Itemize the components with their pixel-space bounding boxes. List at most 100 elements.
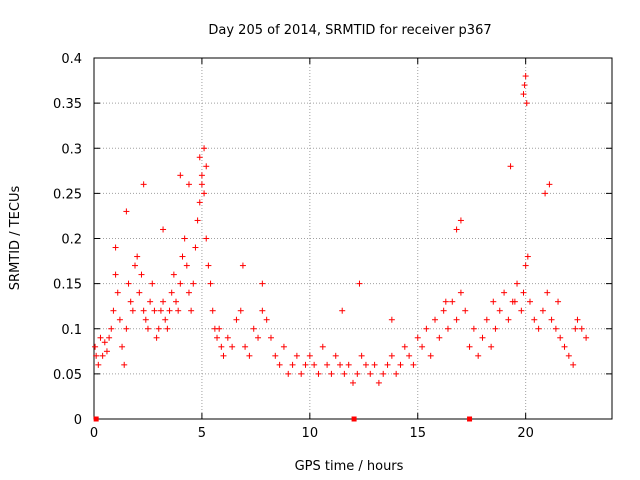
chart-title: Day 205 of 2014, SRMTID for receiver p36… [208, 23, 491, 38]
data-point [203, 235, 210, 242]
data-point [153, 334, 160, 341]
y-tick-label: 0 [74, 413, 82, 428]
y-tick-label: 0.1 [61, 323, 82, 338]
data-point [479, 334, 486, 341]
data-point [341, 370, 348, 377]
data-point [144, 325, 151, 332]
data-point [583, 334, 590, 341]
data-point [470, 325, 477, 332]
data-point [457, 289, 464, 296]
data-point [108, 325, 115, 332]
data-point [177, 172, 184, 179]
data-point [177, 280, 184, 287]
y-tick-label: 0.3 [61, 142, 82, 157]
data-point [339, 307, 346, 314]
data-point [125, 280, 132, 287]
data-point [203, 163, 210, 170]
data-point [544, 289, 551, 296]
data-point [375, 379, 382, 386]
data-point [522, 262, 529, 269]
data-point [116, 316, 123, 323]
data-point [507, 163, 514, 170]
data-point [289, 361, 296, 368]
data-point [406, 352, 413, 359]
data-point [188, 307, 195, 314]
data-point [332, 352, 339, 359]
data-point [552, 325, 559, 332]
data-point [501, 289, 508, 296]
data-point [362, 361, 369, 368]
data-point [224, 334, 231, 341]
data-point [328, 370, 335, 377]
data-point [367, 370, 374, 377]
data-point [272, 352, 279, 359]
x-tick-label: 20 [517, 426, 534, 441]
x-tick-label: 15 [409, 426, 426, 441]
data-point [101, 339, 108, 346]
data-point [259, 280, 266, 287]
data-point [92, 343, 99, 350]
data-point [209, 307, 216, 314]
data-point [462, 307, 469, 314]
x-tick-label: 10 [302, 426, 319, 441]
x-tick-label: 0 [90, 426, 98, 441]
data-point [449, 298, 456, 305]
data-point [198, 172, 205, 179]
data-point [259, 307, 266, 314]
data-point [155, 325, 162, 332]
x-axis-marker [351, 416, 357, 422]
data-point [140, 307, 147, 314]
y-tick-label: 0.4 [61, 52, 82, 67]
data-point [505, 316, 512, 323]
data-point [475, 352, 482, 359]
data-point [483, 316, 490, 323]
data-point [380, 370, 387, 377]
data-point [522, 73, 529, 80]
data-point [523, 100, 530, 107]
y-axis-label: SRMTID / TECUs [8, 186, 23, 291]
y-tick-label: 0.35 [53, 97, 82, 112]
data-point [201, 190, 208, 197]
data-point [555, 298, 562, 305]
data-point [457, 217, 464, 224]
data-point [239, 262, 246, 269]
data-point [201, 145, 208, 152]
data-point [218, 343, 225, 350]
data-point [293, 352, 300, 359]
data-point [242, 343, 249, 350]
data-point [95, 361, 102, 368]
data-point [123, 208, 130, 215]
y-tick-label: 0.05 [53, 368, 82, 383]
data-point [194, 217, 201, 224]
data-point [539, 307, 546, 314]
data-point [237, 307, 244, 314]
data-point [306, 352, 313, 359]
data-point [302, 361, 309, 368]
data-point [246, 352, 253, 359]
data-point [393, 370, 400, 377]
data-point [196, 199, 203, 206]
data-point [565, 352, 572, 359]
data-point [384, 361, 391, 368]
data-point [466, 343, 473, 350]
x-axis-marker [467, 416, 473, 422]
data-point [280, 343, 287, 350]
data-point [192, 244, 199, 251]
data-point [319, 343, 326, 350]
x-axis-marker [93, 416, 99, 422]
data-point [136, 289, 143, 296]
data-point [440, 307, 447, 314]
data-point [535, 325, 542, 332]
data-point [427, 352, 434, 359]
data-point [496, 307, 503, 314]
data-point [214, 334, 221, 341]
data-point [151, 307, 158, 314]
data-point [315, 370, 322, 377]
data-point [166, 307, 173, 314]
data-point [276, 361, 283, 368]
data-point [397, 361, 404, 368]
data-point [149, 280, 156, 287]
data-point [106, 334, 113, 341]
data-point [356, 280, 363, 287]
data-point [453, 226, 460, 233]
